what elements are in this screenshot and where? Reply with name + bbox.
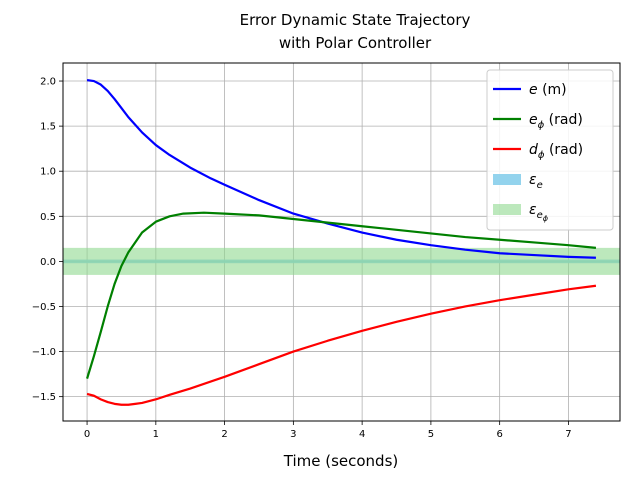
chart-title-line2: with Polar Controller: [279, 34, 432, 52]
legend-label-series-2: dϕ (rad): [529, 142, 583, 161]
y-tick-label-2: −0.5: [32, 302, 56, 313]
legend-swatch-band-1: [493, 204, 521, 215]
series-line-0: [86, 79, 596, 259]
y-tick-label-4: 0.5: [40, 212, 56, 223]
x-tick-label-0: 0: [84, 429, 90, 440]
legend-box: [486, 69, 614, 231]
y-tick-label-0: −1.5: [32, 392, 56, 403]
x-tick-label-3: 3: [290, 429, 296, 440]
legend-label-band-0: εe: [529, 172, 543, 191]
legend-label-series-1: eϕ (rad): [529, 112, 583, 131]
y-tick-label-1: −1.0: [32, 347, 56, 358]
x-tick-label-6: 6: [496, 429, 502, 440]
x-tick-label-1: 1: [153, 429, 159, 440]
legend-label-band-1: εeϕ: [529, 202, 549, 223]
chart-title-line1: Error Dynamic State Trajectory: [240, 11, 471, 29]
x-tick-label-2: 2: [221, 429, 227, 440]
x-tick-label-7: 7: [565, 429, 571, 440]
series-line-1: [86, 211, 597, 379]
band-1: [63, 247, 620, 275]
y-tick-label-7: 2.0: [40, 77, 56, 88]
legend-swatch-band-0: [493, 174, 521, 185]
y-tick-label-3: 0.0: [40, 257, 56, 268]
series-line-2: [86, 284, 597, 406]
x-tick-label-4: 4: [359, 429, 365, 440]
legend: e (m) eϕ (rad) dϕ (rad) εe εeϕ: [486, 69, 614, 231]
plot-frame: [62, 62, 621, 422]
x-axis-label: Time (seconds): [283, 452, 399, 470]
y-tick-label-6: 1.5: [40, 122, 56, 133]
legend-label-series-0: e (m): [529, 82, 567, 98]
y-tick-label-5: 1.0: [40, 167, 56, 178]
x-tick-label-5: 5: [428, 429, 434, 440]
